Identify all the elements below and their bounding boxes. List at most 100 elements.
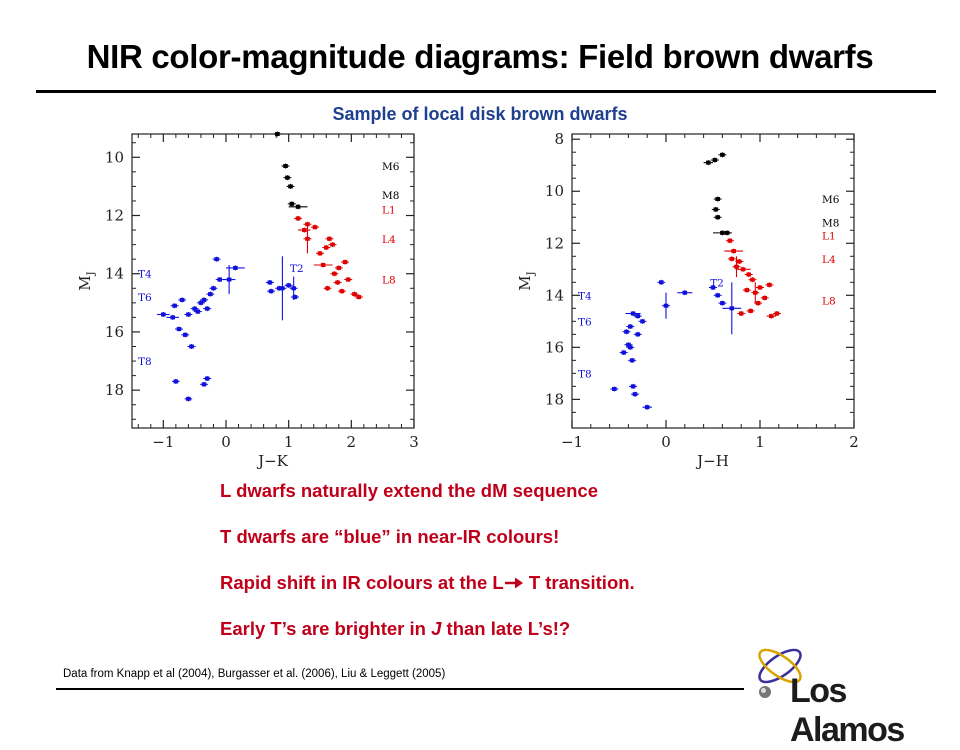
spectral-type-label: L4 [822, 254, 836, 266]
x-tick-label: 3 [409, 433, 419, 451]
data-point [766, 313, 776, 319]
data-point [322, 245, 331, 251]
data-point [710, 157, 719, 163]
data-point [178, 297, 187, 303]
data-point [203, 306, 212, 312]
footer-divider [56, 688, 744, 690]
data-point [610, 386, 619, 392]
data-point [626, 324, 635, 330]
marker [268, 289, 274, 294]
marker [161, 312, 166, 317]
marker [621, 350, 626, 355]
data-point [283, 175, 292, 181]
data-point [724, 248, 744, 254]
marker [189, 344, 194, 349]
data-point [310, 224, 319, 230]
marker [339, 289, 345, 294]
data-point [732, 256, 741, 278]
marker [659, 280, 664, 285]
marker [295, 216, 301, 221]
spectral-type-label: L4 [382, 234, 396, 246]
data-point [334, 265, 343, 271]
marker [336, 265, 342, 270]
data-point [727, 256, 736, 262]
data-point [323, 285, 332, 291]
marker [715, 215, 720, 220]
bullet-text-cont: than late L’s!? [441, 618, 571, 639]
data-point [333, 279, 342, 285]
los-alamos-wordmark: Los Alamos [790, 672, 905, 749]
data-point [725, 238, 734, 244]
data-point [350, 291, 359, 297]
marker [335, 280, 340, 285]
x-tick-label: 2 [849, 433, 859, 451]
data-point [184, 311, 193, 317]
marker [204, 306, 210, 311]
marker [320, 262, 326, 267]
marker [182, 332, 188, 337]
bullet-list: L dwarfs naturally extend the dM sequenc… [220, 480, 635, 664]
marker [226, 277, 232, 282]
marker [715, 197, 720, 202]
data-point [723, 230, 732, 236]
data-point [737, 311, 746, 317]
marker [292, 295, 298, 300]
data-point [196, 300, 205, 306]
marker [627, 324, 633, 329]
data-point [337, 288, 346, 294]
data-point [267, 288, 276, 294]
y-tick-label: 8 [554, 130, 564, 148]
y-tick-label: 12 [545, 234, 564, 252]
marker [217, 277, 223, 282]
data-point [748, 277, 757, 283]
data-point [765, 282, 774, 288]
marker [317, 251, 323, 256]
data-point [713, 196, 722, 202]
data-point [284, 282, 293, 288]
y-axis-label: MJ [516, 271, 537, 290]
marker [201, 382, 207, 387]
data-point [642, 404, 652, 410]
data-point [626, 344, 635, 350]
spectral-type-label: M8 [382, 190, 399, 202]
bullet-text: Rapid shift in IR colours at the L [220, 572, 504, 593]
data-point [328, 242, 337, 248]
marker [198, 300, 204, 305]
marker [214, 257, 219, 262]
data-point [354, 294, 363, 300]
marker [327, 236, 332, 241]
marker [632, 392, 638, 397]
data-point [281, 163, 290, 169]
marker [330, 242, 335, 247]
y-tick-label: 14 [105, 265, 124, 283]
marker [715, 293, 720, 298]
data-point [625, 311, 641, 317]
data-point [303, 224, 312, 254]
marker [762, 295, 767, 300]
marker [767, 282, 772, 287]
marker [201, 297, 207, 302]
data-point [184, 396, 193, 402]
marker [352, 292, 357, 297]
x-tick-label: −1 [561, 433, 583, 451]
data-point [619, 350, 628, 356]
marker [748, 308, 753, 313]
marker [176, 327, 182, 332]
marker [626, 342, 631, 347]
spectral-type-label: L1 [822, 230, 836, 242]
data-point [735, 266, 751, 272]
data-point [633, 313, 642, 319]
spectral-type-label: T4 [138, 269, 152, 281]
title-underline [36, 90, 936, 93]
marker [345, 277, 351, 282]
y-tick-label: 10 [105, 148, 124, 166]
marker [712, 158, 718, 163]
marker [710, 285, 716, 290]
marker [706, 160, 711, 165]
marker [286, 283, 291, 288]
marker [627, 345, 633, 350]
marker [774, 311, 780, 316]
marker [356, 295, 362, 300]
marker [312, 225, 318, 230]
